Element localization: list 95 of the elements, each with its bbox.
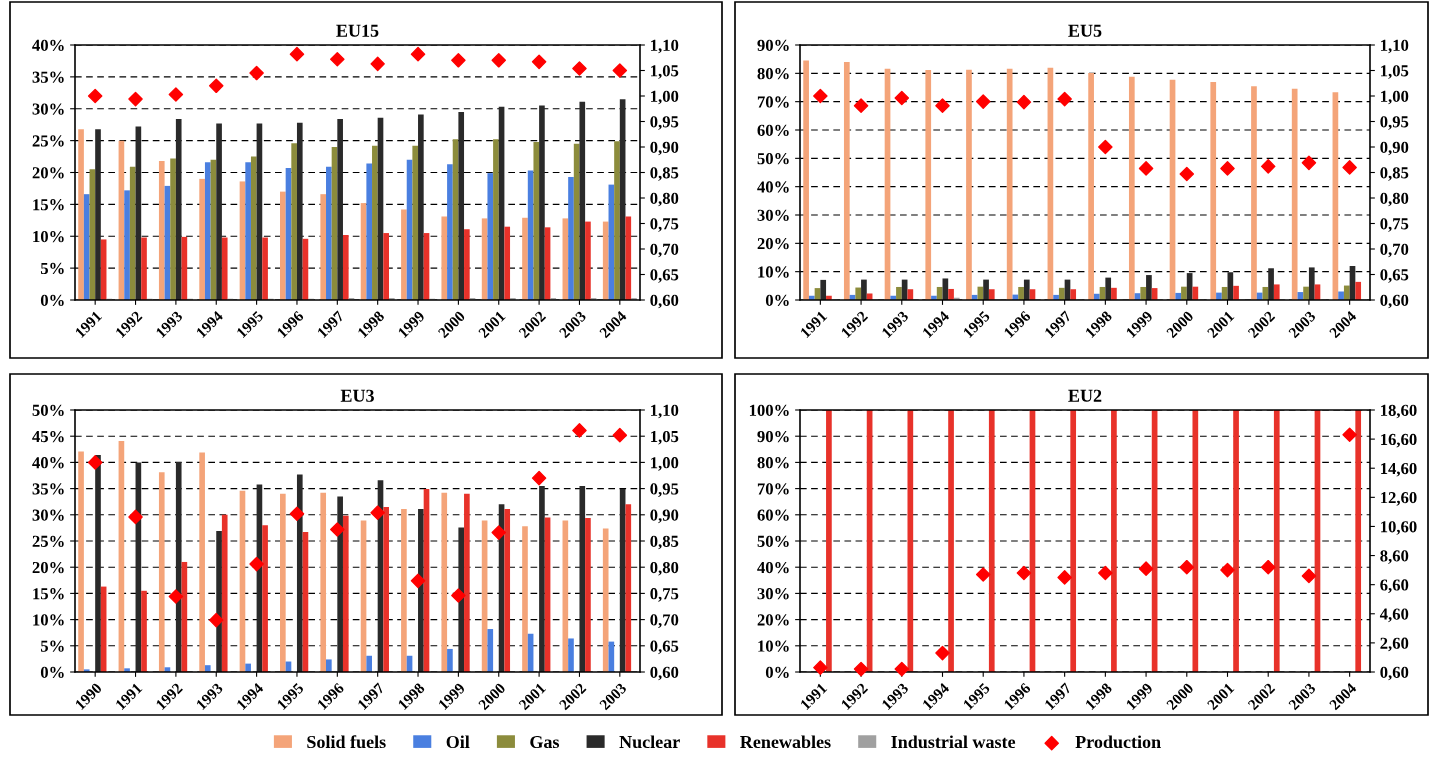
y-tick-label: 20% (32, 561, 64, 574)
y2-tick-label: 10,60 (1381, 521, 1417, 535)
y-tick-label: 40% (757, 561, 789, 574)
y2-tick-label: 0,60 (650, 666, 679, 681)
y-tick-label: 10% (758, 640, 789, 652)
y2-tick-label: 1,00 (651, 457, 679, 471)
y2-tick-label: 0,70 (1380, 243, 1409, 258)
y-tick-label: 100% (749, 404, 789, 416)
y2-tick-label: 16,60 (1381, 433, 1417, 448)
y-tick-label: 0% (765, 294, 789, 306)
y-tick-label: 60% (757, 509, 789, 521)
y2-tick-label: 0,85 (1380, 167, 1409, 181)
y2-tick-label: 0,80 (650, 192, 679, 207)
legend-label: Solid fuels (307, 735, 386, 749)
y2-tick-label: 8,60 (1380, 550, 1409, 564)
y-tick-label: 50% (757, 535, 789, 547)
y-tick-label: 25% (32, 135, 64, 147)
y-tick-label: 90% (757, 39, 789, 51)
y-tick-label: 0% (40, 666, 64, 678)
legend-label: Renewables (740, 735, 831, 749)
y-tick-label: 0% (765, 666, 789, 678)
y2-tick-label: 1,00 (1381, 90, 1409, 105)
y2-tick-label: 0,90 (650, 509, 679, 524)
y2-tick-label: 0,75 (650, 218, 679, 232)
y2-tick-label: 1,10 (651, 39, 679, 54)
chart-title: EU2 (1068, 389, 1102, 402)
y2-tick-label: 1,10 (1381, 39, 1409, 54)
y-tick-label: 10% (758, 266, 789, 278)
y-tick-label: 90% (757, 430, 789, 443)
y2-tick-label: 0,70 (650, 243, 679, 258)
legend-label: Gas (530, 735, 560, 749)
y-tick-label: 30% (32, 103, 64, 115)
y-tick-label: 35% (32, 71, 64, 83)
y2-tick-label: 0,70 (650, 614, 679, 628)
y-tick-label: 30% (757, 588, 789, 600)
y2-tick-label: 0,75 (650, 588, 679, 602)
y2-tick-label: 1,10 (651, 404, 679, 419)
y-tick-label: 70% (757, 96, 789, 108)
y-tick-label: 20% (757, 238, 789, 250)
y2-tick-label: 1,05 (1381, 65, 1409, 79)
y-tick-label: 80% (757, 68, 789, 80)
chart-title: EU15 (336, 24, 379, 37)
legend-label: Production (1075, 735, 1161, 749)
y-tick-label: 15% (33, 588, 64, 600)
y-tick-label: 10% (33, 614, 64, 626)
y-tick-label: 20% (32, 167, 64, 179)
y-tick-label: 20% (757, 614, 789, 626)
y2-tick-label: 0,65 (650, 640, 679, 655)
y-tick-label: 45% (32, 430, 64, 443)
y2-tick-label: 6,60 (1380, 579, 1409, 594)
y2-tick-label: 0,80 (1380, 192, 1409, 207)
y-tick-label: 50% (757, 153, 789, 165)
y2-tick-label: 0,95 (650, 483, 679, 497)
y2-tick-label: 0,65 (650, 269, 679, 283)
y2-tick-label: 2,60 (1380, 637, 1409, 652)
y-tick-label: 30% (757, 209, 789, 221)
y-tick-label: 80% (757, 457, 789, 469)
y2-tick-label: 1,00 (651, 90, 679, 105)
y2-tick-label: 18,60 (1381, 404, 1417, 419)
y2-tick-label: 0,60 (1380, 666, 1409, 681)
y2-tick-label: 0,60 (650, 294, 679, 309)
y-tick-label: 30% (32, 509, 64, 521)
y2-tick-label: 0,80 (650, 561, 679, 576)
y-tick-label: 5% (40, 262, 64, 275)
y2-tick-label: 12,60 (1381, 492, 1417, 506)
chart-title: EU5 (1068, 24, 1102, 37)
y-tick-label: 10% (33, 230, 64, 243)
y2-tick-label: 4,60 (1379, 608, 1409, 623)
y-tick-label: 5% (40, 640, 64, 652)
legend-label: Nuclear (619, 735, 680, 749)
y2-tick-label: 0,60 (1380, 294, 1409, 309)
y2-tick-label: 0,95 (650, 116, 679, 130)
y-tick-label: 40% (32, 457, 64, 469)
y2-tick-label: 0,85 (650, 167, 679, 181)
y-tick-label: 0% (40, 294, 64, 306)
y-tick-label: 40% (32, 39, 64, 51)
y-tick-label: 60% (757, 124, 789, 136)
y2-tick-label: 0,95 (1380, 116, 1409, 130)
y-tick-label: 35% (32, 483, 64, 495)
legend-label: Oil (446, 735, 470, 749)
y-tick-label: 25% (32, 535, 64, 547)
y-tick-label: 50% (32, 404, 64, 416)
y-tick-label: 15% (33, 199, 64, 211)
y2-tick-label: 0,90 (1380, 141, 1409, 156)
y2-tick-label: 0,90 (650, 141, 679, 156)
y2-tick-label: 1,05 (651, 430, 679, 445)
y2-tick-label: 14,60 (1381, 462, 1417, 477)
chart-title: EU3 (340, 389, 374, 402)
y-tick-label: 40% (757, 181, 789, 193)
y2-tick-label: 0,85 (650, 535, 679, 550)
y2-tick-label: 1,05 (651, 65, 679, 79)
y2-tick-label: 0,75 (1380, 218, 1409, 232)
y-tick-label: 70% (757, 483, 789, 495)
legend-label: Industrial waste (891, 735, 1016, 749)
y2-tick-label: 0,65 (1380, 269, 1409, 283)
